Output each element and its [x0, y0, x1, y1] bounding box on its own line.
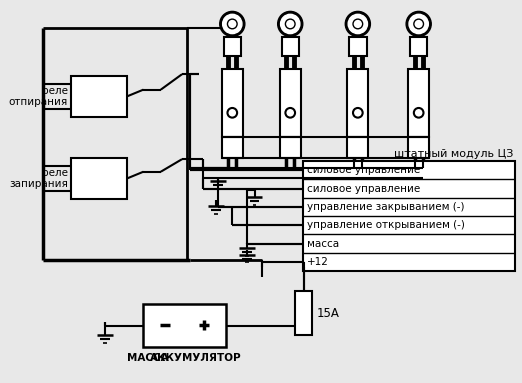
- Text: силовое управление: силовое управление: [306, 183, 420, 193]
- Bar: [223, 36, 241, 56]
- Bar: [281, 36, 299, 56]
- Text: АККУМУЛЯТОР: АККУМУЛЯТОР: [150, 353, 242, 363]
- Text: управление закрыванием (-): управление закрыванием (-): [306, 202, 464, 212]
- Bar: [280, 69, 301, 137]
- Bar: [71, 158, 127, 199]
- Circle shape: [345, 11, 371, 36]
- Bar: [408, 69, 429, 137]
- Text: силовое управление: силовое управление: [306, 165, 420, 175]
- Bar: [280, 137, 301, 158]
- Circle shape: [278, 11, 303, 36]
- Bar: [410, 36, 428, 56]
- Bar: [222, 137, 243, 158]
- Bar: [347, 137, 369, 158]
- Bar: [347, 69, 369, 137]
- Text: +12: +12: [306, 257, 328, 267]
- Bar: [408, 137, 429, 158]
- Bar: [303, 161, 515, 271]
- Bar: [222, 69, 243, 137]
- Bar: [144, 304, 226, 347]
- Bar: [295, 291, 313, 335]
- Text: управление открыванием (-): управление открыванием (-): [306, 220, 465, 230]
- Circle shape: [223, 14, 242, 34]
- Text: масса: масса: [306, 239, 339, 249]
- Text: реле
запирания: реле запирания: [9, 168, 68, 189]
- Text: реле
отпирания: реле отпирания: [9, 85, 68, 107]
- Bar: [71, 76, 127, 117]
- Text: штатный модуль ЦЗ: штатный модуль ЦЗ: [394, 149, 513, 159]
- Text: МАССА: МАССА: [127, 353, 169, 363]
- Bar: [349, 36, 366, 56]
- Circle shape: [281, 14, 300, 34]
- Circle shape: [220, 11, 245, 36]
- Text: 15А: 15А: [316, 307, 339, 320]
- Circle shape: [348, 14, 367, 34]
- Circle shape: [406, 11, 431, 36]
- Circle shape: [409, 14, 429, 34]
